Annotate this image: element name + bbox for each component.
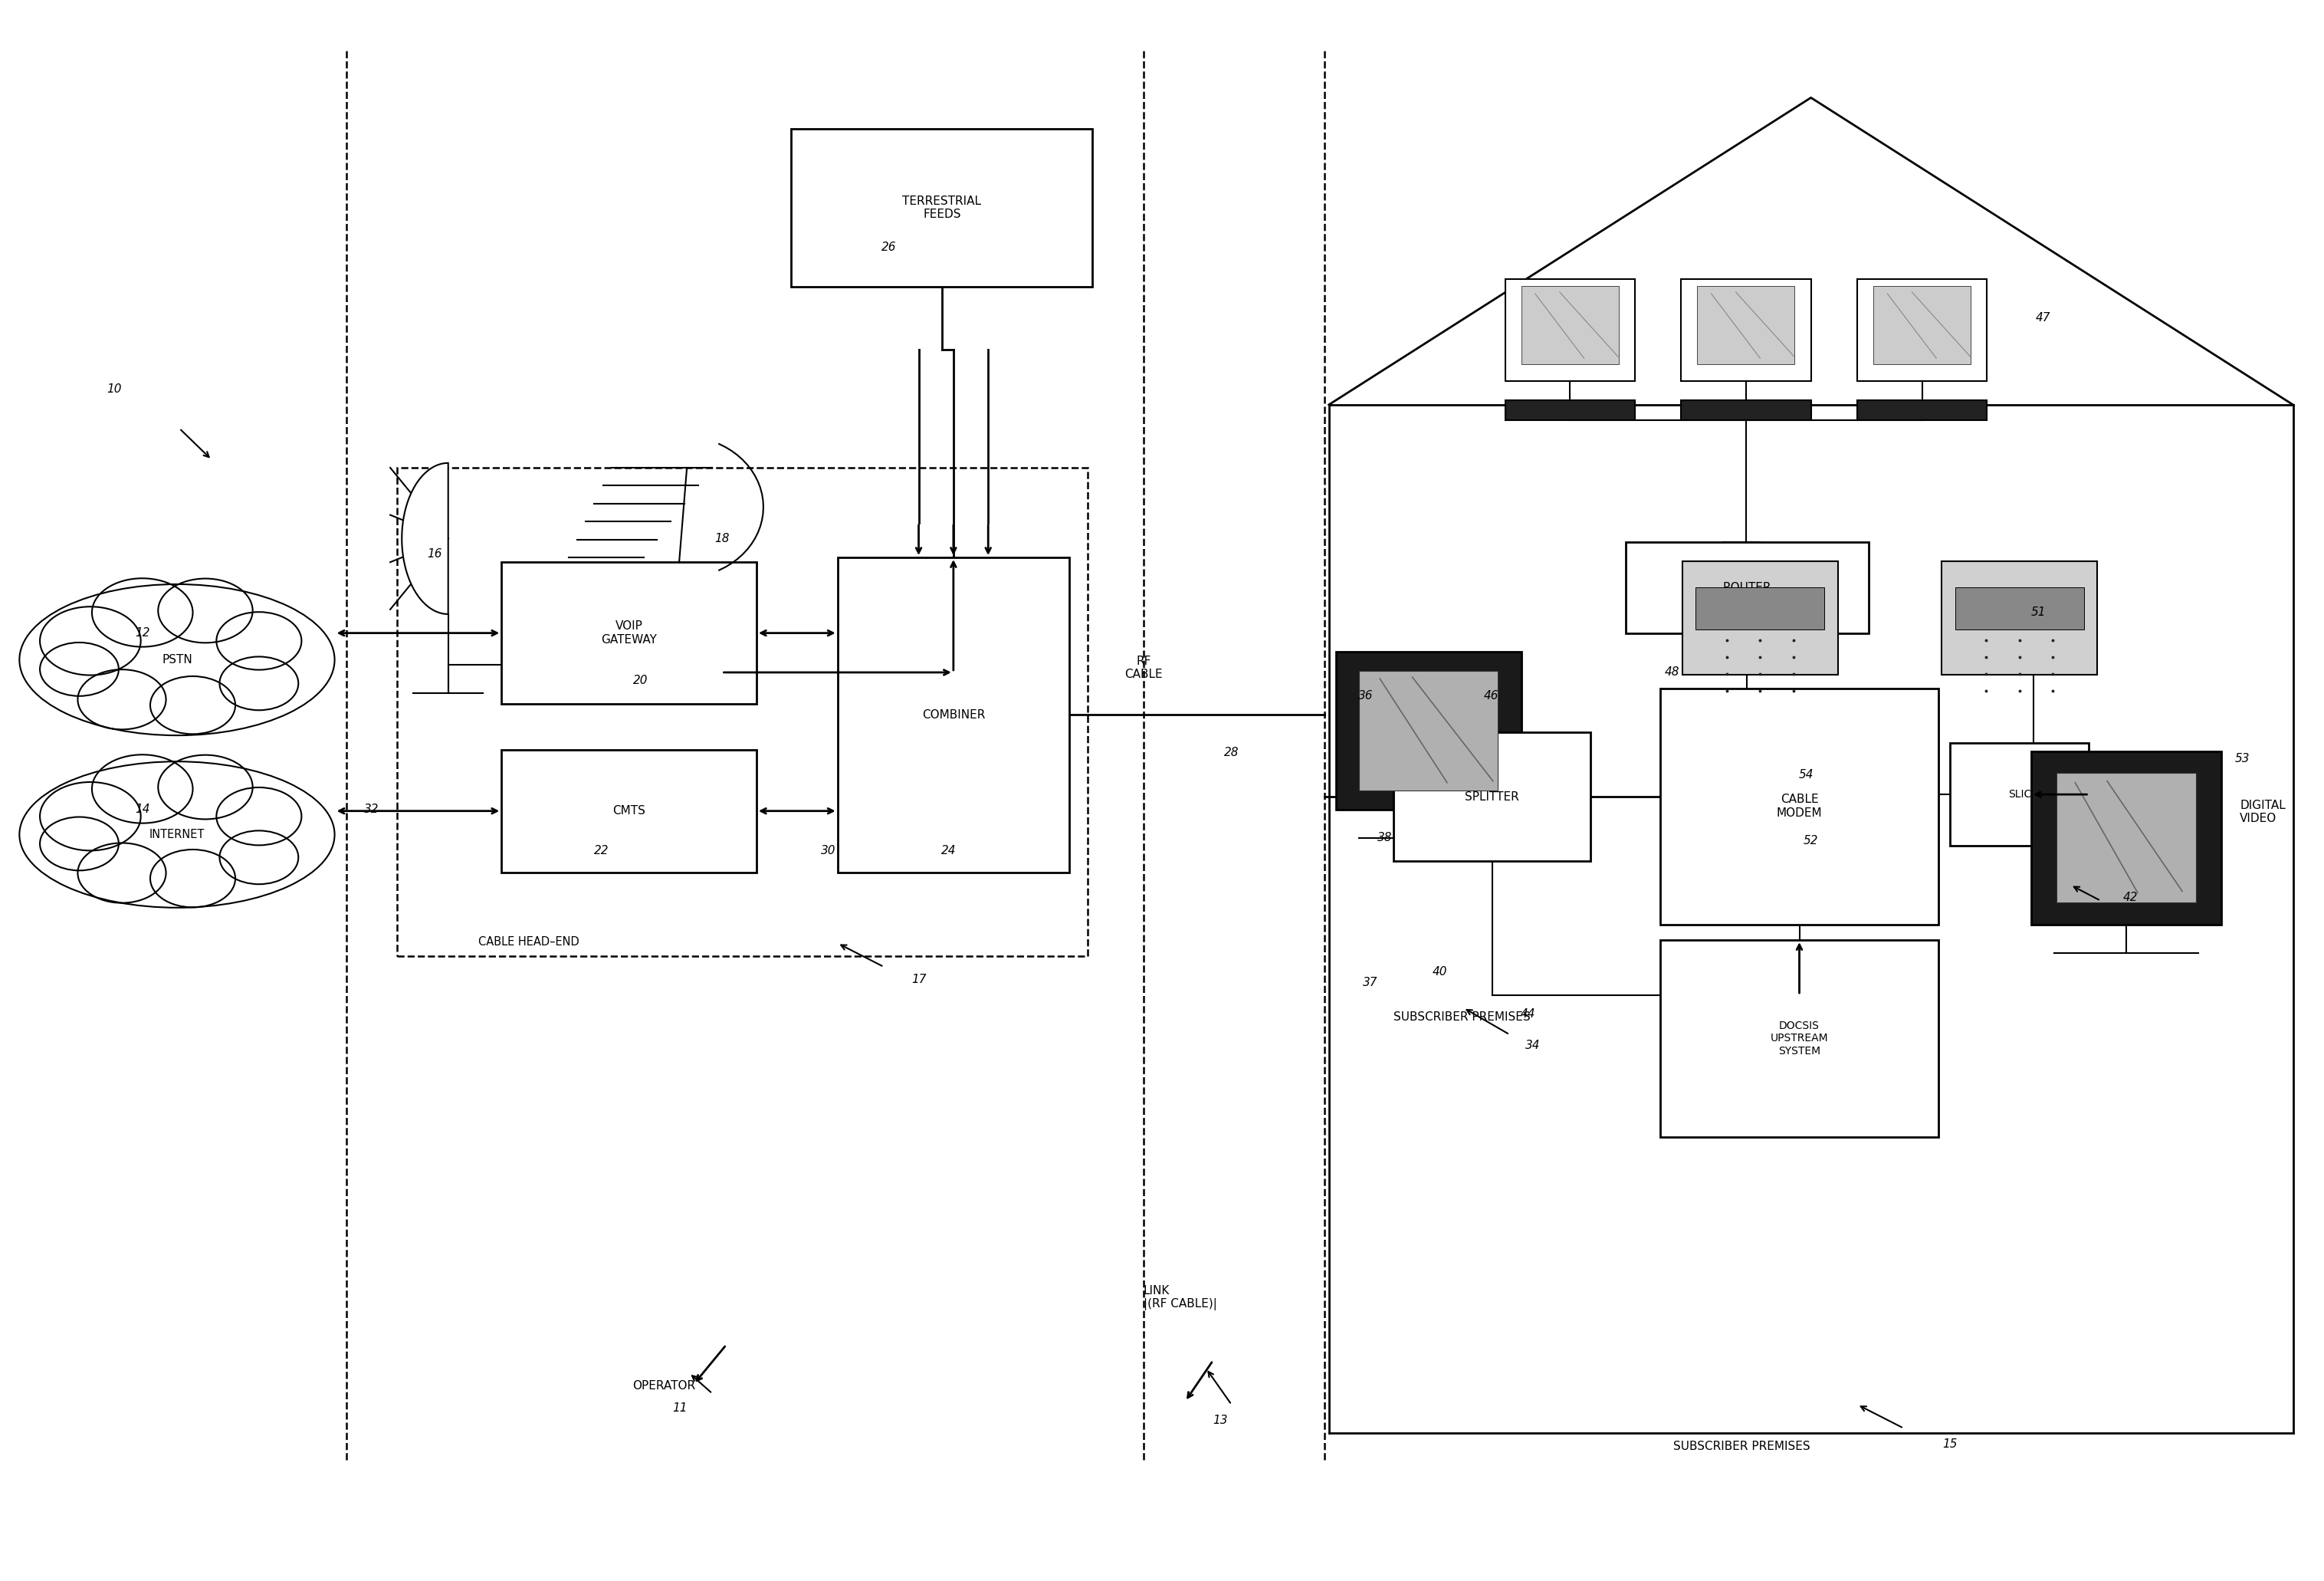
Text: 52: 52 xyxy=(1803,835,1817,847)
Bar xyxy=(2031,751,2222,925)
Text: 14: 14 xyxy=(135,803,149,816)
Bar xyxy=(1941,561,2096,675)
Circle shape xyxy=(77,843,165,903)
Text: 15: 15 xyxy=(1943,1439,1957,1450)
Circle shape xyxy=(40,783,142,851)
Text: VOIP
GATEWAY: VOIP GATEWAY xyxy=(602,621,658,645)
Bar xyxy=(837,558,1069,873)
Text: ROUTER: ROUTER xyxy=(1722,582,1771,593)
Text: 40: 40 xyxy=(1432,966,1448,977)
Bar xyxy=(2057,773,2196,903)
Bar xyxy=(1857,278,1987,381)
Circle shape xyxy=(151,677,235,734)
Text: SPLITTER: SPLITTER xyxy=(1464,790,1520,803)
Text: SLIC: SLIC xyxy=(2008,789,2031,800)
Text: 16: 16 xyxy=(428,549,442,560)
Text: INTERNET: INTERNET xyxy=(149,828,205,841)
Circle shape xyxy=(158,579,253,643)
Text: 30: 30 xyxy=(820,844,837,855)
Circle shape xyxy=(216,612,302,670)
Circle shape xyxy=(218,656,297,710)
Text: 12: 12 xyxy=(135,628,149,639)
Bar xyxy=(1360,670,1499,790)
Bar xyxy=(1506,400,1634,421)
Text: 13: 13 xyxy=(1213,1415,1227,1426)
Circle shape xyxy=(40,642,119,696)
Text: 34: 34 xyxy=(1525,1040,1541,1051)
Text: 54: 54 xyxy=(1799,768,1813,781)
Bar xyxy=(502,749,755,873)
Text: 53: 53 xyxy=(2236,753,2250,765)
Circle shape xyxy=(216,787,302,846)
Text: TERRESTRIAL
FEEDS: TERRESTRIAL FEEDS xyxy=(902,196,981,220)
Text: 10: 10 xyxy=(107,383,121,395)
Text: 26: 26 xyxy=(881,242,897,253)
Text: 20: 20 xyxy=(632,675,648,686)
Bar xyxy=(1506,278,1634,381)
Bar xyxy=(502,563,755,704)
Text: 28: 28 xyxy=(1225,746,1239,759)
Text: 32: 32 xyxy=(365,803,379,816)
Text: 37: 37 xyxy=(1364,977,1378,988)
Circle shape xyxy=(151,849,235,907)
Bar xyxy=(1683,561,1838,675)
Circle shape xyxy=(93,754,193,824)
Bar xyxy=(1680,278,1810,381)
Text: 42: 42 xyxy=(2124,892,2138,903)
Circle shape xyxy=(218,830,297,884)
Bar xyxy=(1659,941,1938,1137)
Text: 22: 22 xyxy=(593,844,609,855)
Text: 17: 17 xyxy=(911,974,927,985)
Text: CMTS: CMTS xyxy=(614,805,646,817)
Ellipse shape xyxy=(19,585,335,735)
Text: 51: 51 xyxy=(2031,607,2045,618)
Circle shape xyxy=(77,669,165,729)
Text: SUBSCRIBER PREMISES: SUBSCRIBER PREMISES xyxy=(1673,1440,1810,1451)
Text: OPERATOR: OPERATOR xyxy=(632,1380,695,1391)
Text: SUBSCRIBER PREMISES: SUBSCRIBER PREMISES xyxy=(1394,1010,1532,1023)
Text: PSTN: PSTN xyxy=(163,655,193,666)
Text: 47: 47 xyxy=(2036,313,2050,324)
Circle shape xyxy=(93,579,193,647)
Bar xyxy=(790,130,1092,286)
Text: COMBINER: COMBINER xyxy=(923,710,985,721)
Polygon shape xyxy=(402,463,449,613)
Bar xyxy=(1697,588,1824,629)
Text: LINK
|(RF CABLE)|: LINK |(RF CABLE)| xyxy=(1143,1285,1218,1311)
Bar xyxy=(1336,651,1522,809)
Bar xyxy=(1954,588,2085,629)
Bar xyxy=(1950,743,2089,846)
Bar xyxy=(1624,542,1868,632)
Bar xyxy=(1697,286,1794,365)
Text: 11: 11 xyxy=(672,1402,688,1413)
Text: DIGITAL
VIDEO: DIGITAL VIDEO xyxy=(2240,800,2284,824)
Text: 36: 36 xyxy=(1360,691,1373,702)
Bar xyxy=(1659,688,1938,925)
Text: RF
CABLE: RF CABLE xyxy=(1125,656,1162,680)
Text: 24: 24 xyxy=(941,844,955,855)
Text: 48: 48 xyxy=(1664,667,1680,678)
Circle shape xyxy=(40,817,119,871)
Circle shape xyxy=(40,607,142,675)
Ellipse shape xyxy=(19,762,335,907)
Text: CABLE HEAD–END: CABLE HEAD–END xyxy=(479,936,579,949)
Bar xyxy=(397,468,1088,957)
Text: CABLE
MODEM: CABLE MODEM xyxy=(1776,794,1822,819)
Text: 38: 38 xyxy=(1378,832,1392,844)
Text: 18: 18 xyxy=(713,533,730,544)
Bar xyxy=(1522,286,1618,365)
Text: DOCSIS
UPSTREAM
SYSTEM: DOCSIS UPSTREAM SYSTEM xyxy=(1771,1021,1829,1056)
Text: 44: 44 xyxy=(1520,1009,1536,1020)
Text: 46: 46 xyxy=(1483,691,1499,702)
Bar xyxy=(1873,286,1971,365)
Bar xyxy=(1680,400,1810,421)
Bar xyxy=(1857,400,1987,421)
Circle shape xyxy=(158,756,253,819)
Bar xyxy=(1394,732,1590,862)
